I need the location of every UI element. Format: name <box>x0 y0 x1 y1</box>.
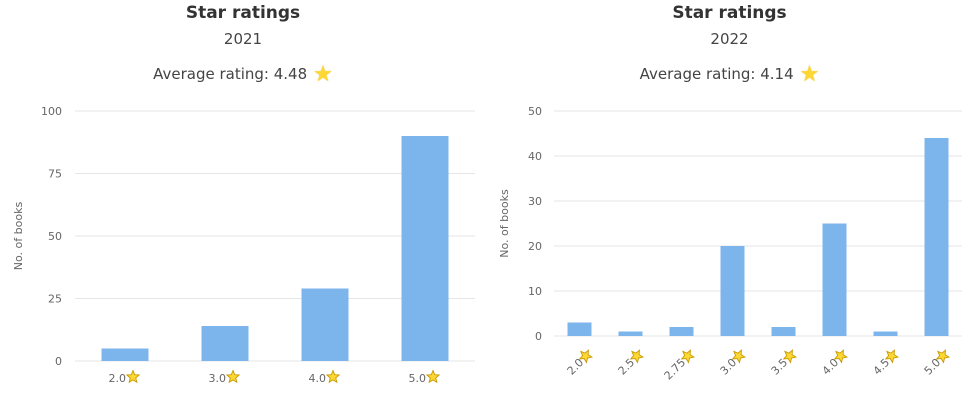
x-tick-label: 2.0 <box>109 372 127 385</box>
bar <box>822 223 847 336</box>
average-rating: Average rating: 4.14 ★ <box>486 62 973 87</box>
y-tick-label: 50 <box>528 105 542 118</box>
x-tick: 4.0 <box>309 369 341 385</box>
y-tick-label: 30 <box>528 195 542 208</box>
x-tick: 4.0 <box>820 349 849 378</box>
star-icon <box>680 349 696 364</box>
x-tick-label: 2.0 <box>565 356 587 378</box>
star-icon <box>325 369 341 384</box>
y-tick-label: 0 <box>535 330 542 343</box>
x-tick-label: 2.75 <box>662 356 689 383</box>
y-tick-label: 75 <box>48 168 62 181</box>
x-tick: 2.75 <box>662 349 696 383</box>
chart-panel-2022: Star ratings 2022 Average rating: 4.14 ★ … <box>486 0 973 406</box>
star-icon <box>225 369 241 384</box>
x-tick: 3.5 <box>769 349 798 378</box>
star-icon <box>935 349 951 364</box>
y-tick-label: 20 <box>528 240 542 253</box>
y-tick-label: 50 <box>48 230 62 243</box>
star-icon <box>578 349 594 364</box>
x-tick-label: 3.5 <box>769 356 791 378</box>
chart-title: Star ratings <box>185 3 301 23</box>
y-tick-label: 0 <box>55 355 62 368</box>
average-rating: Average rating: 4.48 ★ <box>0 62 486 87</box>
y-tick-label: 10 <box>528 285 542 298</box>
bar <box>301 288 349 361</box>
x-tick-label: 4.0 <box>309 372 327 385</box>
y-tick-label: 100 <box>41 105 62 118</box>
star-icon: ★ <box>799 62 820 87</box>
y-tick-label: 25 <box>48 293 62 306</box>
chart-panel-2021: Star ratings 2021 Average rating: 4.48 ★ … <box>0 0 486 406</box>
star-icon <box>884 349 900 364</box>
x-tick-label: 5.0 <box>922 356 944 378</box>
x-tick: 3.0 <box>718 349 747 378</box>
bar-chart-2021: 0 25 50 75 100 No. of books 2.0 3.0 4.0 5.0 <box>12 105 475 385</box>
x-tick-label: 4.0 <box>820 356 842 378</box>
star-icon <box>125 369 141 384</box>
star-icon <box>629 349 645 364</box>
star-icon <box>731 349 747 364</box>
bar <box>567 322 592 336</box>
bar <box>101 348 149 361</box>
x-tick-label: 5.0 <box>409 372 427 385</box>
x-tick: 2.5 <box>616 349 645 378</box>
bar <box>924 138 949 336</box>
y-axis-title: No. of books <box>498 189 511 258</box>
bar <box>720 246 745 336</box>
average-rating-label: Average rating: 4.14 <box>639 65 794 83</box>
x-tick-label: 4.5 <box>871 356 893 378</box>
bar <box>201 326 249 361</box>
x-tick-label: 3.0 <box>718 356 740 378</box>
star-icon <box>782 349 798 364</box>
x-tick-label: 3.0 <box>209 372 227 385</box>
star-icon <box>425 369 441 384</box>
x-tick: 2.0 <box>565 349 594 378</box>
bar <box>669 327 694 336</box>
chart-year: 2021 <box>223 30 263 48</box>
x-tick: 5.0 <box>922 349 951 378</box>
bar <box>618 331 643 336</box>
x-tick-label: 2.5 <box>616 356 638 378</box>
star-icon: ★ <box>313 62 333 87</box>
x-tick: 2.0 <box>109 369 141 385</box>
chart-title: Star ratings <box>672 3 787 23</box>
x-tick: 3.0 <box>209 369 241 385</box>
bar <box>401 136 449 361</box>
average-rating-label: Average rating: 4.48 <box>153 65 308 83</box>
x-tick: 5.0 <box>409 369 441 385</box>
chart-year: 2022 <box>710 30 749 48</box>
star-icon <box>833 349 849 364</box>
y-axis-title: No. of books <box>12 202 25 271</box>
bar <box>873 331 898 336</box>
y-tick-label: 40 <box>528 150 542 163</box>
bar-chart-2022: 0 10 20 30 40 50 No. of books 2.0 2.5 2.75 3.0 3.5 4… <box>498 105 962 383</box>
x-tick: 4.5 <box>871 349 900 378</box>
bar <box>771 327 796 336</box>
